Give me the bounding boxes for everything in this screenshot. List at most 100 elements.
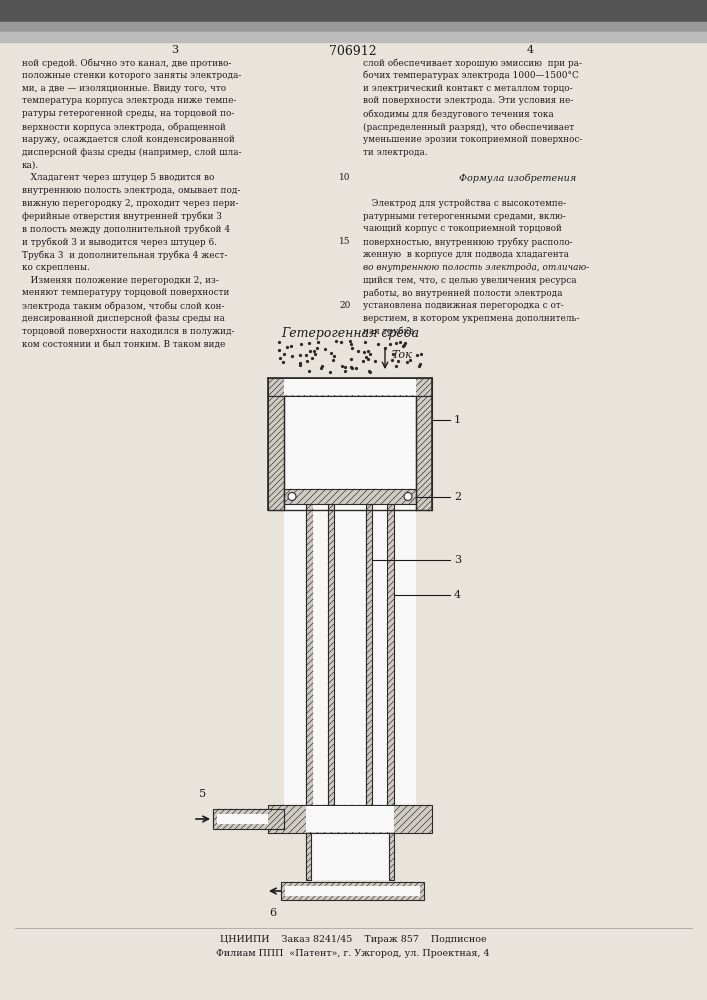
Bar [387,504,394,805]
Point [387,352,398,368]
Text: ферийные отверстия внутренней трубки 3: ферийные отверстия внутренней трубки 3 [22,212,222,221]
Point [273,334,284,350]
Point [274,350,286,366]
Bar [366,504,372,805]
Point [416,346,427,362]
Point [392,353,403,369]
Text: 4: 4 [454,590,461,600]
Text: наружу, осаждается слой конденсированной: наружу, осаждается слой конденсированной [22,135,235,144]
Text: 4: 4 [527,45,534,55]
Point [311,340,322,356]
Text: 1: 1 [454,415,461,425]
Bar [306,833,311,880]
Point [411,347,423,363]
Text: 3: 3 [171,45,179,55]
Point [344,333,355,349]
Point [395,334,406,350]
Point [339,363,351,379]
Point [340,359,351,375]
Text: 6: 6 [269,908,276,918]
Point [363,363,374,379]
Point [415,356,426,372]
Bar [284,504,306,805]
Point [346,359,357,375]
Text: Формула изобретения: Формула изобретения [460,173,577,183]
Text: ная трубка.: ная трубка. [363,327,417,336]
Bar [268,805,432,833]
Point [357,353,368,369]
Point [346,360,358,376]
Point [303,363,315,379]
Point [387,346,399,362]
Point [372,336,383,352]
Circle shape [404,492,412,500]
Point [346,351,357,367]
Point [404,352,416,368]
Text: Электрод для устройства с высокотемпе-: Электрод для устройства с высокотемпе- [363,199,566,208]
Point [364,346,375,362]
Point [345,336,356,352]
Text: электрода таким образом, чтобы слой кон-: электрода таким образом, чтобы слой кон- [22,301,225,311]
Bar [311,833,389,880]
Bar [306,806,394,832]
Text: ти электрода.: ти электрода. [363,148,428,157]
Point [303,335,315,351]
Text: внутреннюю полость электрода, омывает под-: внутреннюю полость электрода, омывает по… [22,186,240,195]
Point [398,337,409,353]
Text: женную  в корпусе для подвода хладагента: женную в корпусе для подвода хладагента [363,250,569,259]
Text: Филиам ППП  «Патент», г. Ужгород, ул. Проектная, 4: Филиам ППП «Патент», г. Ужгород, ул. Про… [216,950,490,958]
Point [365,364,376,380]
Point [281,339,292,355]
Bar [328,504,334,805]
Point [337,358,348,374]
Text: ной средой. Обычно это канал, две противо-: ной средой. Обычно это канал, две против… [22,58,231,68]
Text: чающий корпус с токоприемной торцовой: чающий корпус с токоприемной торцовой [363,224,562,233]
Point [316,358,327,374]
Text: 3: 3 [454,555,461,565]
Point [273,342,284,358]
Bar [394,504,416,805]
Bar [268,378,432,396]
Text: Трубка 3  и дополнительная трубка 4 жест-: Трубка 3 и дополнительная трубка 4 жест- [22,250,228,259]
Bar [389,833,394,880]
Point [390,358,401,374]
Point [346,340,358,356]
Bar [268,396,284,510]
Point [384,336,395,352]
Point [361,349,372,365]
Text: Гетерогенная среда: Гетерогенная среда [281,327,419,340]
Point [319,341,330,357]
Point [286,338,297,354]
Bar [0,0,707,22]
Text: слой обеспечивает хорошую эмиссию  при ра-: слой обеспечивает хорошую эмиссию при ра… [363,58,582,68]
Circle shape [288,492,296,500]
Text: работы, во внутренней полости электрода: работы, во внутренней полости электрода [363,288,563,298]
Point [327,352,338,368]
Point [398,338,409,354]
Bar [213,809,284,829]
Text: положные стенки которого заняты электрода-: положные стенки которого заняты электрод… [22,71,241,80]
Text: бочих температурах электрода 1000—1500°C: бочих температурах электрода 1000—1500°C [363,71,579,80]
Text: ми, а две — изоляционные. Ввиду того, что: ми, а две — изоляционные. Ввиду того, чт… [22,84,226,93]
Point [358,344,370,360]
Point [336,334,347,350]
Point [295,347,306,363]
Text: поверхностью, внутреннюю трубку располо-: поверхностью, внутреннюю трубку располо- [363,237,573,247]
Text: 10: 10 [339,173,351,182]
Text: ратуры гетерогенной среды, на торцовой по-: ратуры гетерогенной среды, на торцовой п… [22,109,235,118]
Text: Ток: Ток [391,350,411,360]
Text: температура корпуса электрода ниже темпе-: температура корпуса электрода ниже темпе… [22,96,237,105]
Bar [416,396,432,510]
Text: дисперсной фазы среды (например, слой шла-: дисперсной фазы среды (например, слой шл… [22,148,242,157]
Text: ЦНИИПИ    Заказ 8241/45    Тираж 857    Подписное: ЦНИИПИ Заказ 8241/45 Тираж 857 Подписное [220,936,486,944]
Point [296,336,307,352]
Bar [285,886,420,896]
Bar [306,504,313,805]
Text: ко скреплены.: ко скреплены. [22,263,90,272]
Point [294,357,305,373]
Bar [217,814,268,824]
Text: торцовой поверхности находился в полужид-: торцовой поверхности находился в полужид… [22,327,235,336]
Text: ратурными гетерогенными средами, вклю-: ратурными гетерогенными средами, вклю- [363,212,566,221]
Point [325,345,337,361]
Text: 2: 2 [454,491,461,502]
